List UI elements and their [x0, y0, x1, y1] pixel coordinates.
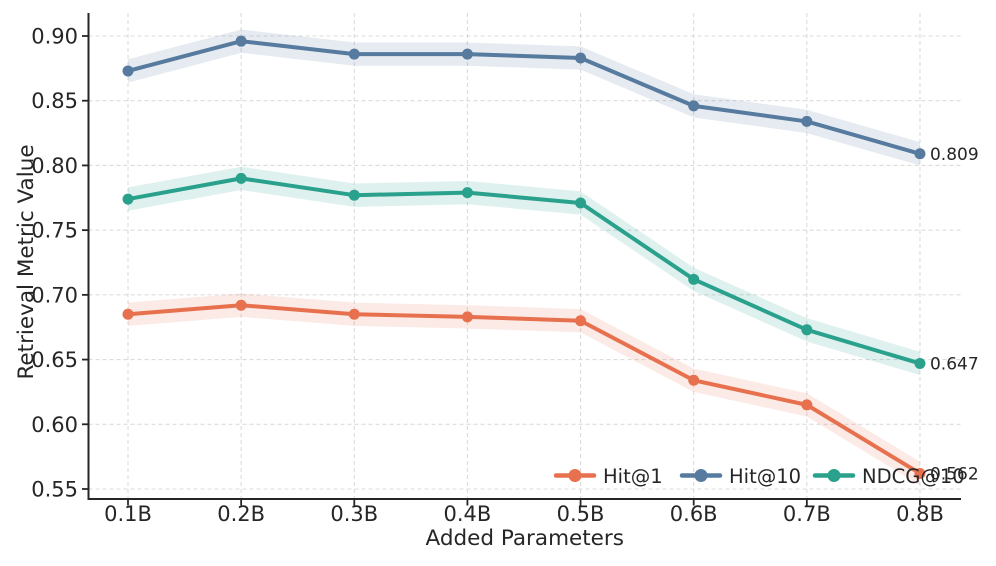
gridlines [88, 13, 961, 499]
y-tick-label: 0.85 [31, 89, 78, 113]
legend-marker-dot [827, 469, 841, 482]
y-tick-label: 0.75 [31, 219, 78, 243]
legend-label: Hit@10 [729, 465, 801, 488]
x-tick-label: 0.4B [444, 502, 492, 526]
series-line-ndcg10 [126, 176, 922, 366]
data-point-hit10 [122, 65, 134, 77]
legend-item-hit10: Hit@10 [679, 465, 801, 488]
legend-label: NDCG@10 [862, 465, 965, 488]
data-point-hit10 [575, 52, 587, 64]
data-point-hit10 [914, 148, 926, 160]
legend-item-ndcg10: NDCG@10 [812, 465, 965, 488]
x-tick-label: 0.3B [330, 502, 378, 526]
series-line-hit10 [126, 39, 922, 156]
x-tick-label: 0.8B [896, 502, 944, 526]
confidence-band-ndcg10 [128, 166, 920, 376]
data-point-ndcg10 [575, 197, 587, 209]
data-point-hit1 [914, 467, 926, 479]
legend: Hit@1 Hit@10 NDCG@10 [553, 465, 965, 488]
end-label-hit10: 0.809 [930, 145, 979, 165]
data-point-hit1 [122, 308, 134, 320]
x-tick-label: 0.6B [670, 502, 718, 526]
series-line-hit1 [126, 303, 922, 476]
legend-item-hit1: Hit@1 [553, 465, 663, 488]
confidence-band-hit1 [128, 293, 920, 486]
y-tick-label: 0.55 [31, 478, 78, 502]
data-point-hit10 [461, 48, 473, 60]
y-tick-label: 0.90 [31, 24, 78, 48]
data-point-hit1 [348, 308, 360, 320]
axes-spines-ticks [82, 13, 961, 506]
legend-label: Hit@1 [603, 465, 663, 488]
legend-marker-dot [568, 469, 582, 482]
data-point-ndcg10 [801, 324, 813, 336]
data-point-hit10 [688, 100, 700, 112]
data-point-ndcg10 [235, 172, 247, 184]
end-value-labels: 0.562 0.809 0.647 [930, 145, 979, 485]
data-point-hit1 [575, 315, 587, 327]
x-tick-label: 0.7B [783, 502, 831, 526]
x-tick-label: 0.5B [557, 502, 605, 526]
data-point-ndcg10 [461, 187, 473, 199]
data-point-hit1 [461, 311, 473, 323]
axis-titles: Added Parameters Retrieval Metric Value [14, 144, 624, 551]
data-point-hit10 [348, 48, 360, 60]
end-label-hit1: 0.562 [930, 464, 979, 484]
data-point-ndcg10 [348, 189, 360, 201]
y-axis-title: Retrieval Metric Value [14, 144, 39, 379]
y-tick-label: 0.70 [31, 283, 78, 307]
y-tick-label: 0.60 [31, 413, 78, 437]
data-point-ndcg10 [688, 273, 700, 285]
x-tick-label: 0.1B [104, 502, 152, 526]
legend-marker-dot [694, 469, 708, 482]
tick-labels: 0.55 0.60 0.65 0.70 0.75 0.80 0.85 0.90 0.1B 0.2B… [31, 24, 944, 526]
x-axis-title: Added Parameters [426, 526, 624, 551]
data-point-ndcg10 [122, 193, 134, 205]
series-lines [122, 35, 926, 479]
end-label-ndcg10: 0.647 [930, 354, 979, 374]
y-tick-label: 0.65 [31, 348, 78, 372]
confidence-bands [128, 29, 920, 486]
data-point-hit1 [235, 299, 247, 311]
data-point-hit10 [235, 35, 247, 47]
y-tick-label: 0.80 [31, 154, 78, 178]
data-point-ndcg10 [914, 357, 926, 369]
x-tick-label: 0.2B [217, 502, 265, 526]
data-point-hit1 [688, 374, 700, 386]
confidence-band-hit10 [128, 29, 920, 166]
data-point-hit1 [801, 399, 813, 411]
data-point-hit10 [801, 115, 813, 127]
